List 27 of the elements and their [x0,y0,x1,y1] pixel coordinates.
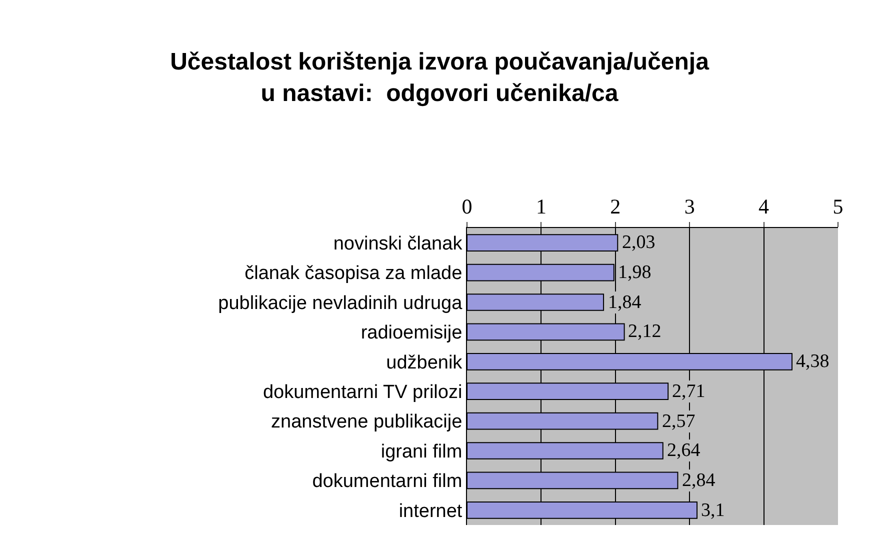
y-tick-label: dokumentarni TV prilozi [262,382,462,403]
x-tick-label: 1 [536,194,546,219]
x-tick-label: 0 [462,194,472,219]
x-tick-label: 3 [684,194,695,219]
chart-title: Učestalost korištenja izvora poučavanja/učenja u nastavi: odgovori učenika/ca [170,48,710,107]
x-tick-label: 5 [832,194,844,219]
data-label: 1,98 [618,262,652,283]
y-tick-label: znanstvene publikacije [271,412,462,433]
data-label: 2,12 [628,321,662,342]
y-tick-label: igrani film [380,441,462,462]
data-label: 2,84 [682,470,716,491]
y-tick-label: radioemisije [360,322,462,344]
x-tick-label: 4 [758,194,770,219]
y-tick-label: novinski članak [333,234,463,254]
data-label: 4,38 [796,351,830,372]
data-label: 2,57 [662,411,696,432]
x-tick-label: 2 [610,194,621,219]
y-tick-label: članak časopisa za mlade [244,263,462,284]
data-label: 1,84 [608,292,642,313]
data-label: 2,64 [667,440,701,461]
y-tick-label: internet [398,500,463,522]
y-tick-label: publikacije nevladinih udruga [218,292,463,314]
data-label: 2,71 [672,381,706,402]
y-tick-label: dokumentarni film [312,471,462,492]
data-label: 2,03 [622,232,656,253]
data-label: 3,1 [701,500,725,521]
y-tick-label: udžbenik [386,352,463,374]
